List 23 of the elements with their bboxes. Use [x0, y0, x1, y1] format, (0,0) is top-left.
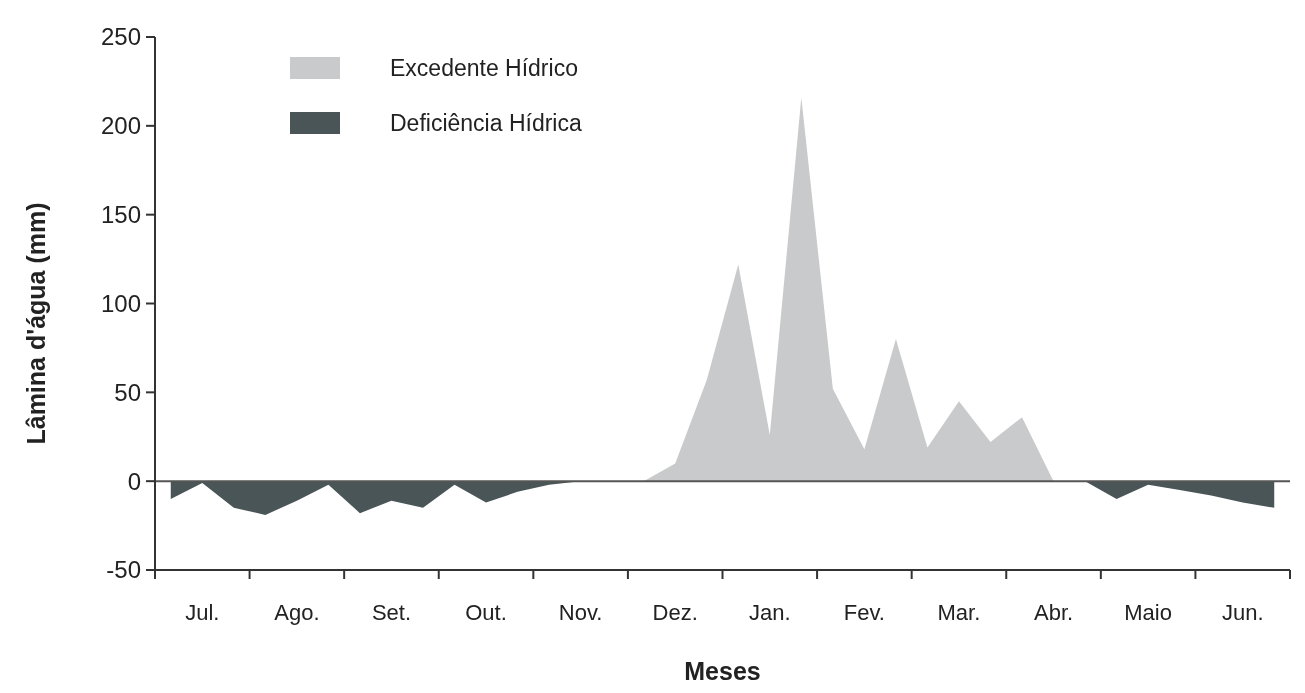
x-tick-label: Jul.	[185, 600, 220, 625]
x-tick-label: Dez.	[652, 600, 698, 625]
x-tick-label: Fev.	[843, 600, 885, 625]
x-tick-label: Jun.	[1221, 600, 1264, 625]
y-tick-label: -50	[106, 556, 141, 584]
y-tick-label: 100	[100, 289, 141, 317]
y-tick-label: 0	[127, 467, 141, 495]
y-axis-title: Lâmina d'água (mm)	[22, 202, 50, 445]
x-tick-label: Ago.	[274, 600, 320, 625]
x-tick-label: Abr.	[1033, 600, 1074, 625]
x-tick-label: Jan.	[748, 600, 791, 625]
x-tick-label: Mar.	[937, 600, 981, 625]
legend-label: Excedente Hídrico	[390, 55, 578, 82]
legend-label: Deficiência Hídrica	[390, 110, 582, 137]
y-tick-label: 150	[100, 201, 141, 229]
x-tick-label: Nov.	[558, 600, 603, 625]
x-tick-label: Set.	[371, 600, 412, 625]
y-tick-label: 50	[114, 378, 141, 406]
x-tick-label: Maio	[1124, 600, 1172, 625]
x-tick-label: Out.	[465, 600, 507, 625]
y-tick-label: 200	[100, 112, 141, 140]
x-axis-title: Meses	[684, 657, 761, 685]
y-tick-label: 250	[100, 23, 141, 51]
